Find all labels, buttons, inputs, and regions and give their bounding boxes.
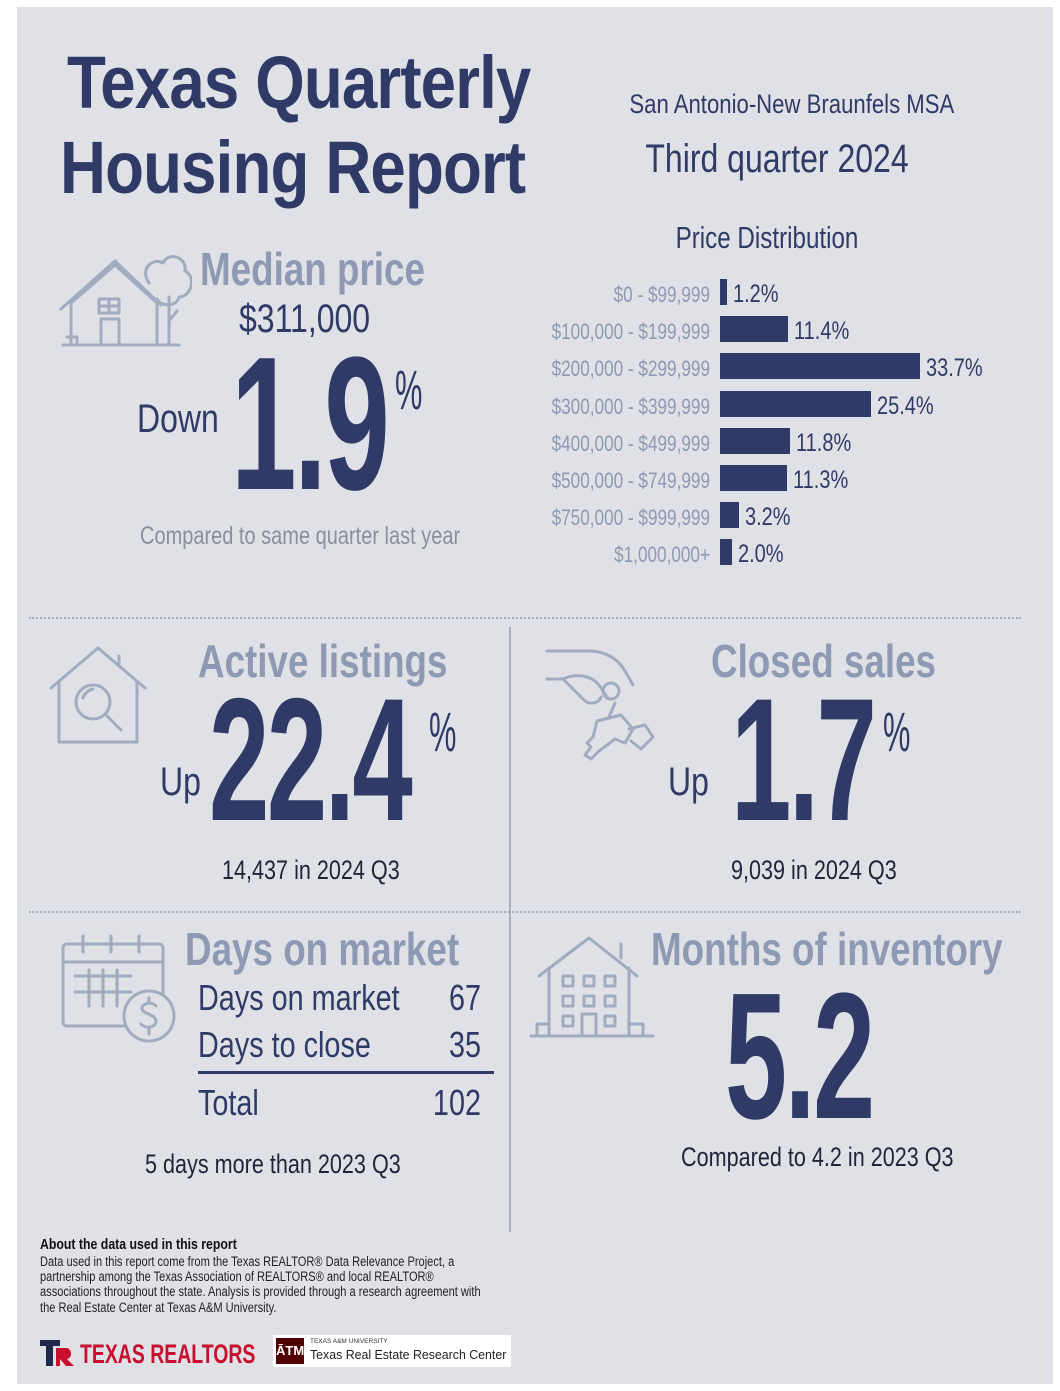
median-change-value: 1.9 xyxy=(231,318,390,530)
active-change-value: 22.4 xyxy=(209,663,413,858)
report-title-line1: Texas Quarterly xyxy=(67,41,531,124)
price-bar-value: 11.8% xyxy=(796,428,852,457)
quarter-label: Third quarter 2024 xyxy=(645,137,909,181)
house-search-icon xyxy=(49,646,147,744)
price-bar-row: $200,000 - $299,999 33.7% xyxy=(487,353,1047,383)
price-bar-value: 25.4% xyxy=(876,391,934,420)
price-bar-label: $100,000 - $199,999 xyxy=(551,319,710,345)
price-bar-row: $0 - $99,999 1.2% xyxy=(487,279,1047,309)
about-title: About the data used in this report xyxy=(40,1236,237,1253)
price-bar xyxy=(720,353,920,380)
price-bar-value: 11.3% xyxy=(793,466,849,494)
price-bar-value: 3.2% xyxy=(744,503,791,532)
closed-sales-heading: Closed sales xyxy=(711,635,937,687)
active-listings-count: 14,437 in 2024 Q3 xyxy=(222,855,400,885)
median-price-heading: Median price xyxy=(200,243,425,295)
price-bar-label: $750,000 - $999,999 xyxy=(551,505,710,531)
months-inventory-value: 5.2 xyxy=(725,956,875,1157)
active-percent-sign: % xyxy=(429,700,457,763)
price-distribution-title: Price Distribution xyxy=(675,220,859,255)
report-title-line2: Housing Report xyxy=(60,126,526,209)
price-bar-row: $100,000 - $199,999 11.4% xyxy=(487,316,1047,346)
dom-note: 5 days more than 2023 Q3 xyxy=(145,1149,401,1179)
tamu-small-text: TEXAS A&M UNIVERSITY xyxy=(310,1338,388,1345)
months-inventory-note: Compared to 4.2 in 2023 Q3 xyxy=(681,1142,954,1172)
hand-key-icon xyxy=(545,649,655,761)
closed-direction: Up xyxy=(668,760,709,804)
dtc-row-label: Days to close xyxy=(198,1024,371,1065)
tamu-center-logo: ĀTM TEXAS A&M UNIVERSITY Texas Real Esta… xyxy=(273,1335,511,1367)
median-price-value: $311,000 xyxy=(239,297,371,341)
price-bar-row: $750,000 - $999,999 3.2% xyxy=(487,502,1047,532)
price-bar xyxy=(720,316,788,343)
texas-realtors-wordmark: TEXAS REALTORS xyxy=(80,1339,256,1369)
price-bar-label: $300,000 - $399,999 xyxy=(551,393,710,419)
active-listings-heading: Active listings xyxy=(198,635,448,687)
price-bar xyxy=(720,390,871,417)
price-bar-label: $500,000 - $749,999 xyxy=(551,468,710,493)
closed-change-value: 1.7 xyxy=(731,663,877,858)
price-bar-label: $400,000 - $499,999 xyxy=(551,430,710,456)
price-bar xyxy=(720,279,728,305)
price-bar-row: $500,000 - $749,999 11.3% xyxy=(487,465,1047,495)
price-bar-value: 1.2% xyxy=(733,280,779,308)
median-percent-sign: % xyxy=(395,358,423,421)
price-bar xyxy=(720,539,732,566)
median-note: Compared to same quarter last year xyxy=(140,522,461,550)
price-bar xyxy=(720,502,739,529)
tr-mark-icon xyxy=(40,1340,74,1366)
msa-name: San Antonio-New Braunfels MSA xyxy=(629,89,955,119)
tamu-center-name: Texas Real Estate Research Center xyxy=(310,1347,507,1362)
months-inventory-heading: Months of inventory xyxy=(651,923,1003,975)
price-bar-label: $0 - $99,999 xyxy=(613,282,710,307)
divider-vertical xyxy=(509,627,511,1232)
total-rule xyxy=(198,1071,494,1074)
about-body: Data used in this report come from the T… xyxy=(40,1254,481,1315)
texas-realtors-logo: TEXAS REALTORS xyxy=(40,1337,270,1369)
closed-percent-sign: % xyxy=(883,700,911,763)
divider-dotted xyxy=(29,911,1021,913)
price-bar-label: $1,000,000+ xyxy=(614,542,710,568)
apartment-building-icon xyxy=(529,936,655,1038)
house-tree-icon xyxy=(59,255,192,347)
price-bar-row: $1,000,000+ 2.0% xyxy=(487,539,1047,569)
price-bar xyxy=(720,465,788,491)
price-distribution-chart: $0 - $99,999 1.2% $100,000 - $199,999 11.4%… xyxy=(487,279,1047,579)
closed-sales-count: 9,039 in 2024 Q3 xyxy=(731,855,897,885)
atm-mark-icon: ĀTM xyxy=(276,1338,304,1364)
total-label: Total xyxy=(198,1082,259,1123)
price-bar-row: $300,000 - $399,999 25.4% xyxy=(487,390,1047,421)
report-page: Texas Quarterly Housing Report San Anton… xyxy=(17,7,1053,1384)
dtc-row-value: 35 xyxy=(448,1024,481,1065)
dom-row-value: 67 xyxy=(448,977,481,1018)
total-value: 102 xyxy=(432,1082,481,1123)
days-on-market-heading: Days on market xyxy=(185,923,460,975)
price-bar-value: 2.0% xyxy=(737,540,784,569)
price-bar-label: $200,000 - $299,999 xyxy=(551,356,710,382)
price-bar-value: 11.4% xyxy=(793,317,849,346)
calendar-dollar-icon xyxy=(61,934,176,1043)
active-direction: Up xyxy=(160,760,201,804)
price-bar xyxy=(720,427,791,454)
divider-dotted xyxy=(29,617,1021,619)
price-bar-value: 33.7% xyxy=(926,354,983,383)
median-direction: Down xyxy=(137,397,219,441)
price-bar-row: $400,000 - $499,999 11.8% xyxy=(487,427,1047,458)
dom-row-label: Days on market xyxy=(198,977,400,1018)
